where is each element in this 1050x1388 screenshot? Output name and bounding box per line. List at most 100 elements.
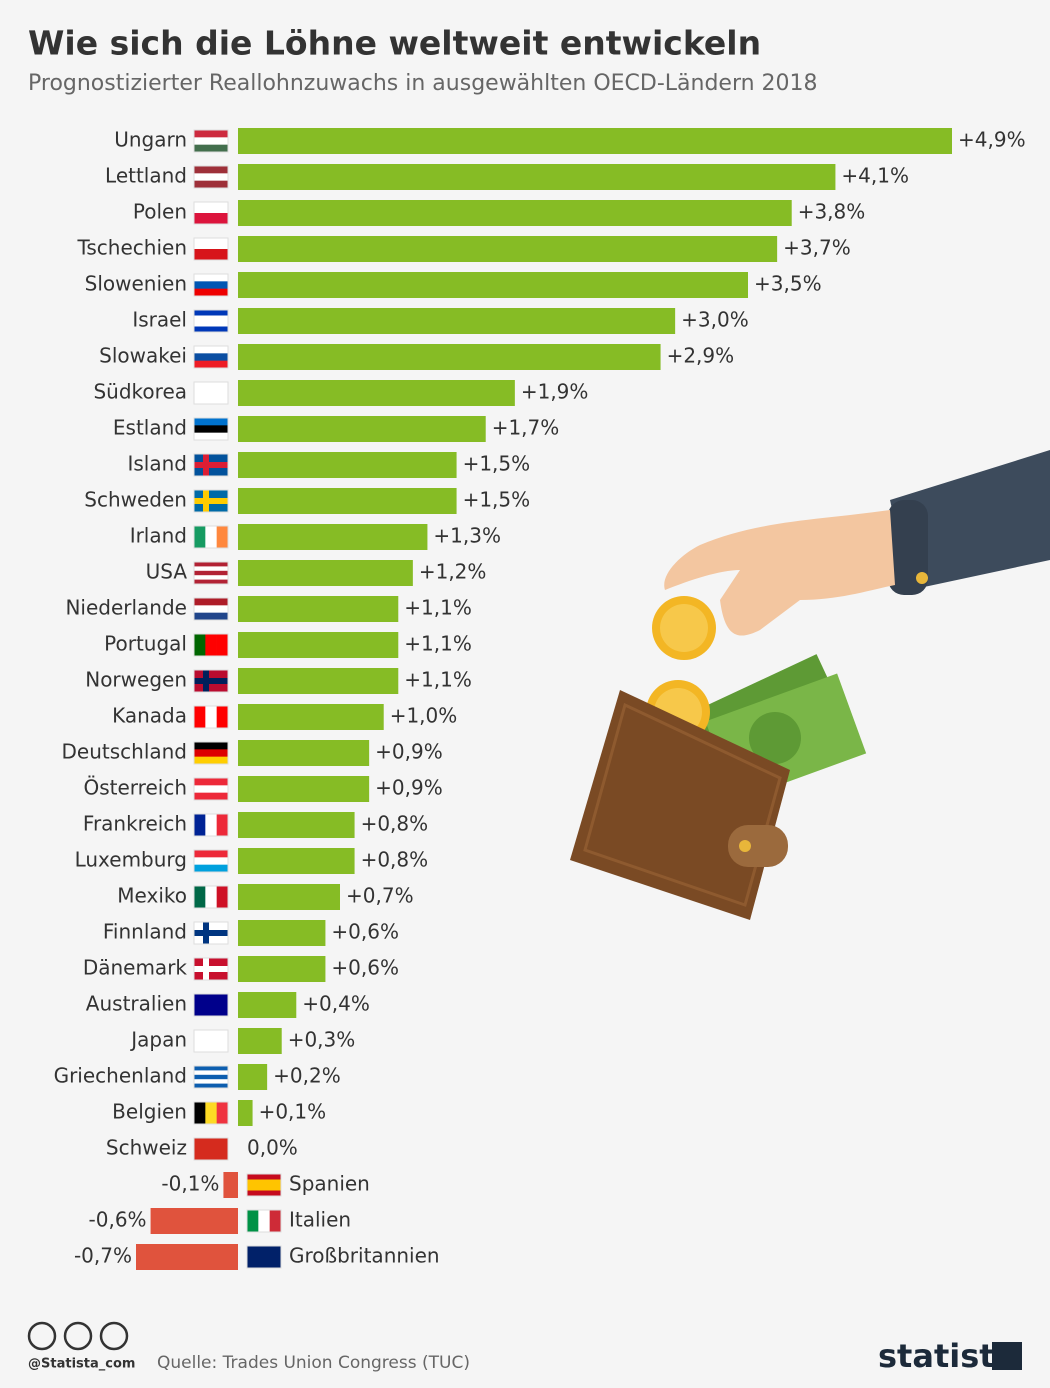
flag-part — [194, 238, 228, 250]
flag-border — [193, 381, 229, 405]
value-label: +3,7% — [783, 236, 851, 260]
flag-icon — [193, 1029, 229, 1053]
category-label: Polen — [133, 200, 187, 224]
bar — [238, 560, 413, 586]
flag-part — [194, 526, 206, 548]
bar — [238, 776, 370, 802]
bar — [238, 1064, 268, 1090]
category-label: Norwegen — [85, 668, 187, 692]
flag-part — [203, 454, 209, 476]
flag-border — [193, 201, 229, 225]
category-label: Portugal — [104, 632, 187, 656]
flag-part — [205, 634, 217, 656]
bar — [238, 128, 952, 154]
flag-part — [194, 857, 228, 865]
flag-part — [194, 382, 228, 405]
flag-border — [193, 345, 229, 369]
flag-border — [193, 453, 229, 477]
flag-border — [193, 921, 229, 945]
flag-part — [205, 706, 217, 728]
flag-border — [193, 1137, 229, 1161]
flag-part — [194, 598, 228, 606]
flag-icon — [193, 489, 229, 513]
flag-part — [194, 930, 228, 936]
category-label: Schweiz — [106, 1136, 187, 1160]
flag-part — [247, 1190, 281, 1197]
value-label: -0,1% — [161, 1172, 219, 1196]
flag-part — [205, 526, 217, 548]
category-label: Schweden — [84, 488, 187, 512]
value-label: +0,7% — [346, 884, 414, 908]
category-label: Deutschland — [62, 740, 188, 764]
flag-part — [194, 1030, 228, 1053]
category-label: Finnland — [103, 920, 187, 944]
flag-icon — [193, 417, 229, 441]
value-label: +1,0% — [390, 704, 458, 728]
bar — [238, 344, 661, 370]
value-label: +3,5% — [754, 272, 822, 296]
flag-part — [216, 706, 229, 728]
flag-part — [194, 634, 206, 656]
flag-part — [247, 1174, 281, 1180]
bar — [136, 1244, 238, 1270]
value-label: 0,0% — [247, 1136, 298, 1160]
flag-border — [193, 561, 229, 585]
value-label: +3,8% — [798, 200, 866, 224]
bar — [238, 488, 457, 514]
bar — [238, 1028, 282, 1054]
flag-border — [193, 525, 229, 549]
flag-border — [193, 1065, 229, 1089]
category-label: Dänemark — [83, 956, 188, 980]
bar — [238, 596, 399, 622]
flag-icon — [193, 345, 229, 369]
flag-part — [194, 966, 228, 972]
flag-border — [193, 957, 229, 981]
flag-border — [193, 741, 229, 765]
flag-part — [194, 864, 228, 873]
chart-title: Wie sich die Löhne weltweit entwickeln — [28, 24, 761, 63]
flag-icon — [193, 705, 229, 729]
category-label: Japan — [129, 1028, 187, 1052]
value-label: +1,7% — [492, 416, 560, 440]
flag-part — [194, 562, 228, 567]
illustration — [570, 450, 1050, 920]
flag-part — [216, 886, 229, 908]
flag-part — [194, 1070, 228, 1076]
flag-border — [193, 1029, 229, 1053]
flag-part — [194, 288, 228, 297]
flag-part — [203, 670, 209, 692]
flag-part — [194, 785, 228, 793]
bar — [238, 452, 457, 478]
flag-part — [216, 526, 229, 548]
flag-part — [194, 130, 228, 138]
category-label: Spanien — [289, 1172, 370, 1196]
flag-icon — [193, 633, 229, 657]
flag-part — [194, 166, 228, 174]
flag-border — [193, 489, 229, 513]
flag-part — [203, 958, 209, 980]
flag-part — [194, 213, 228, 225]
flag-icon — [193, 453, 229, 477]
value-label: +1,5% — [463, 452, 531, 476]
flag-part — [194, 425, 228, 433]
bar — [238, 668, 399, 694]
flag-part — [194, 315, 228, 322]
flag-icon — [246, 1245, 282, 1269]
flag-part — [258, 1210, 270, 1232]
flag-part — [194, 1083, 228, 1089]
chart-subtitle: Prognostizierter Reallohnzuwachs in ausg… — [28, 71, 818, 96]
value-label: -0,7% — [74, 1244, 132, 1268]
value-label: +0,8% — [361, 812, 429, 836]
flag-part — [205, 886, 217, 908]
brand-icon — [992, 1342, 1022, 1370]
flag-part — [247, 1185, 281, 1191]
flag-part — [216, 1102, 229, 1124]
flag-border — [193, 849, 229, 873]
bar — [238, 920, 326, 946]
flag-icon — [193, 129, 229, 153]
flag-icon — [193, 597, 229, 621]
flag-icon — [193, 957, 229, 981]
footer-handle: @Statista_com — [28, 1357, 135, 1372]
flag-part — [194, 310, 228, 316]
value-label: +1,3% — [433, 524, 501, 548]
